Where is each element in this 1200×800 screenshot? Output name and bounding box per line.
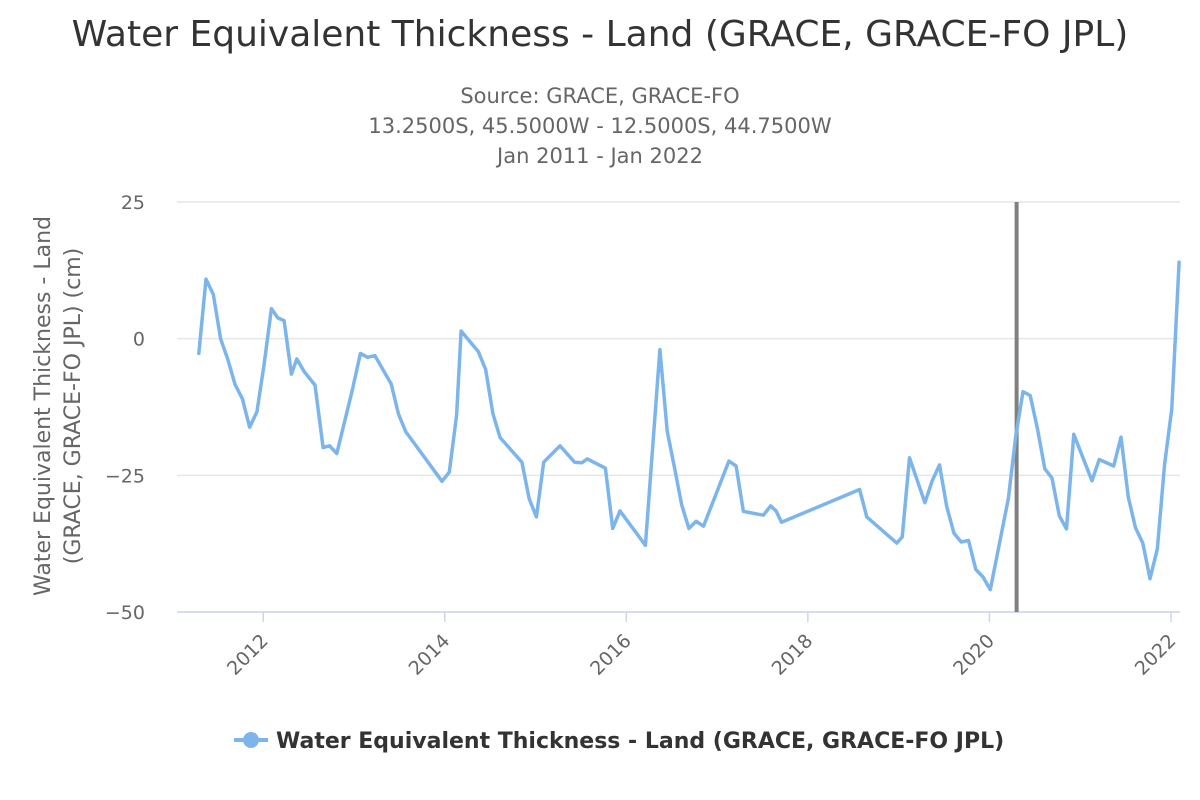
y-tick-label: 0 — [133, 329, 145, 351]
chart-subtitle-date-range: Jan 2011 - Jan 2022 — [497, 144, 703, 168]
x-tick-label: 2014 — [405, 630, 455, 680]
chart-subtitle-coordinates: 13.2500S, 45.5000W - 12.5000S, 44.7500W — [368, 114, 832, 138]
y-tick-label: −50 — [105, 602, 145, 624]
x-axis-ticks: 2012 2014 2016 2018 2020 2022 — [223, 612, 1180, 680]
chart-subtitle-source: Source: GRACE, GRACE-FO — [460, 84, 740, 108]
y-axis-label-line1: Water Equivalent Thickness - Land — [31, 216, 56, 596]
y-axis-label-line2: (GRACE, GRACE-FO JPL) (cm) — [61, 248, 86, 565]
legend-label[interactable]: Water Equivalent Thickness - Land (GRACE… — [276, 729, 1004, 754]
series-line[interactable] — [197, 260, 1181, 592]
legend-marker — [243, 732, 259, 748]
x-tick-label: 2020 — [949, 630, 999, 680]
y-axis-ticks: 25 0 −25 −50 — [105, 192, 145, 624]
chart-title: Water Equivalent Thickness - Land (GRACE… — [71, 14, 1129, 55]
x-tick-label: 2016 — [586, 630, 636, 680]
grid-lines — [177, 201, 1180, 613]
x-tick-label: 2012 — [223, 630, 273, 680]
legend[interactable]: Water Equivalent Thickness - Land (GRACE… — [234, 729, 1004, 754]
y-axis-label: Water Equivalent Thickness - Land (GRACE… — [31, 216, 86, 596]
y-tick-label: 25 — [121, 192, 145, 214]
x-tick-label: 2022 — [1131, 630, 1181, 680]
x-tick-label: 2018 — [768, 630, 818, 680]
y-tick-label: −25 — [105, 465, 145, 487]
